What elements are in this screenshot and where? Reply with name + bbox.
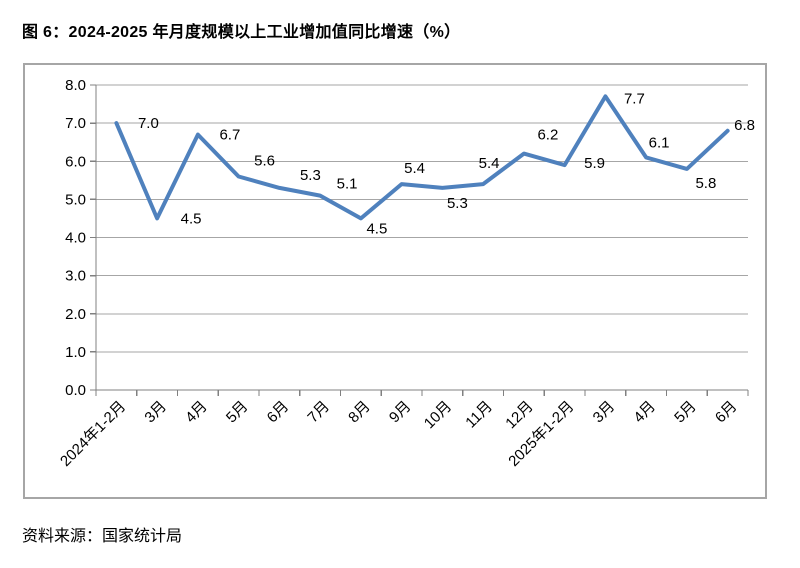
x-tick-label: 10月: [421, 398, 455, 432]
data-label: 7.7: [624, 90, 645, 107]
y-tick-label: 6.0: [65, 153, 86, 170]
x-tick-label: 2024年1-2月: [57, 398, 129, 470]
data-label: 5.3: [447, 195, 468, 212]
data-label: 4.5: [181, 210, 202, 227]
x-tick-label: 12月: [502, 398, 536, 432]
y-tick-label: 5.0: [65, 191, 86, 208]
x-tick-label: 3月: [590, 398, 619, 427]
y-tick-label: 3.0: [65, 268, 86, 285]
x-tick-label: 5月: [671, 398, 700, 427]
data-label: 5.1: [337, 176, 358, 193]
data-label: 4.5: [366, 220, 387, 237]
x-tick-label: 4月: [630, 398, 659, 427]
data-label: 5.3: [300, 167, 321, 184]
line-chart: 0.0 1.0 2.0 3.0 4.0 5.0 6.0 7.0 8.0 2024年1-2月 3月 4月…: [57, 77, 755, 470]
x-tick-label: 9月: [386, 398, 415, 427]
data-label: 5.9: [584, 155, 605, 172]
y-tick-label: 1.0: [65, 344, 86, 361]
chart-frame: 0.0 1.0 2.0 3.0 4.0 5.0 6.0 7.0 8.0 2024年1-2月 3月 4月…: [23, 63, 767, 499]
data-label: 6.7: [219, 127, 240, 144]
data-label: 5.4: [479, 155, 500, 172]
data-label: 5.8: [695, 175, 716, 192]
x-tick-label: 11月: [462, 398, 496, 432]
y-tick-label: 7.0: [65, 115, 86, 132]
data-label: 7.0: [138, 115, 159, 132]
x-tick-label: 6月: [264, 398, 293, 427]
source-note: 资料来源：国家统计局: [22, 528, 183, 545]
x-tick-label: 6月: [712, 398, 741, 427]
y-tick-label: 8.0: [65, 77, 86, 94]
x-tick-label: 4月: [182, 398, 211, 427]
y-tick-label: 0.0: [65, 382, 86, 399]
y-tick-label: 2.0: [65, 306, 86, 323]
data-label: 6.1: [649, 134, 670, 151]
figure-title: 图 6：2024-2025 年月度规模以上工业增加值同比增速（%）: [22, 24, 461, 41]
x-tick-label: 8月: [345, 398, 374, 427]
x-tick-label: 5月: [223, 398, 252, 427]
data-label: 6.8: [734, 117, 755, 134]
data-label: 5.4: [404, 160, 425, 177]
x-tick-label: 3月: [141, 398, 170, 427]
data-label: 5.6: [254, 153, 275, 170]
series-line: [114, 94, 730, 221]
x-tick-label: 7月: [304, 398, 333, 427]
y-tick-label: 4.0: [65, 230, 86, 247]
data-label: 6.2: [537, 127, 558, 144]
